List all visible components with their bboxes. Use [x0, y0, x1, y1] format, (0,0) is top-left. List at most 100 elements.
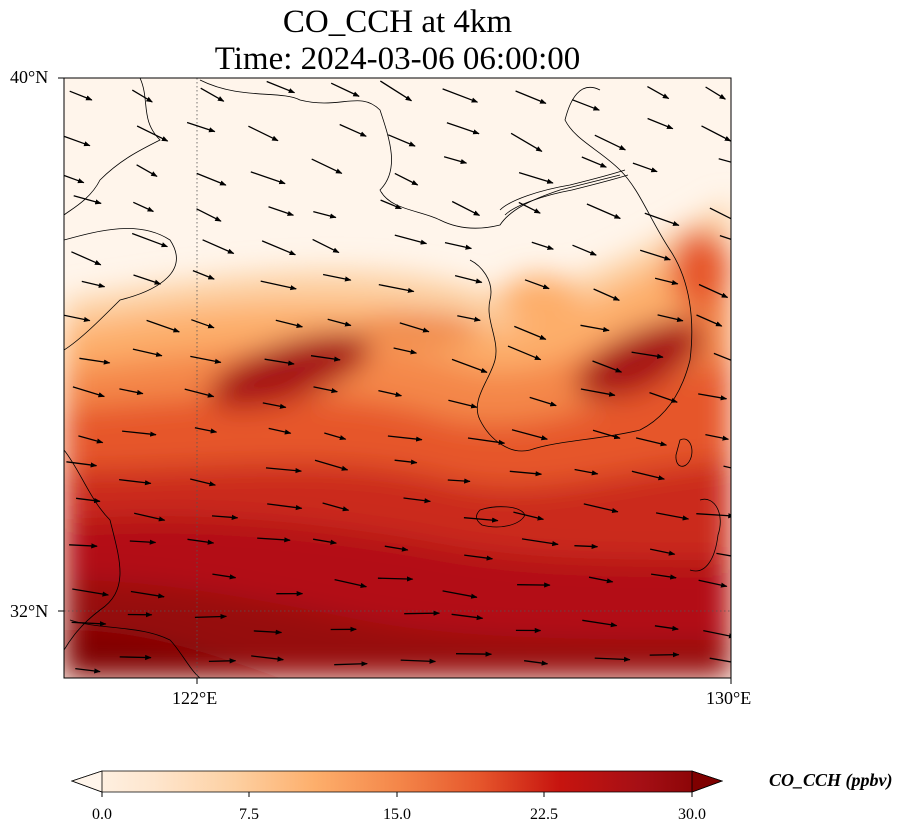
wind-arrow	[582, 619, 618, 628]
wind-arrow	[327, 318, 352, 327]
wind-arrow	[190, 355, 222, 364]
wind-arrow	[208, 658, 237, 664]
wind-arrow	[571, 99, 600, 111]
wind-arrow	[640, 249, 671, 261]
wind-arrow	[311, 158, 343, 174]
wind-arrow	[69, 543, 98, 549]
wind-arrow	[592, 360, 623, 373]
wind-arrow	[248, 125, 279, 142]
wind-arrow	[384, 545, 409, 552]
wind-arrow	[194, 427, 218, 434]
wind-arrow	[202, 239, 235, 255]
wind-arrow	[76, 497, 101, 504]
wind-arrow	[635, 437, 668, 447]
wind-arrow	[644, 212, 680, 227]
wind-arrow	[130, 590, 165, 599]
wind-arrow	[529, 396, 557, 407]
wind-arrow	[703, 629, 731, 639]
wind-arrow	[262, 402, 287, 409]
lon-label-122e: 122°E	[172, 688, 218, 708]
wind-arrow	[322, 273, 352, 282]
wind-arrow	[698, 393, 728, 401]
wind-arrow	[192, 269, 215, 280]
wind-arrow	[509, 470, 543, 477]
colorbar-max-extend	[691, 770, 724, 793]
map-frame	[63, 77, 732, 679]
wind-arrow	[696, 314, 723, 327]
wind-arrow	[187, 538, 215, 545]
wind-arrow	[257, 537, 291, 543]
lat-label-32n: 32°N	[10, 601, 49, 621]
wind-arrow	[455, 651, 493, 657]
wind-arrow	[378, 283, 415, 293]
wind-arrow	[698, 283, 729, 299]
wind-arrow	[400, 658, 437, 664]
map-title-line1: CO_CCH at 4km	[282, 4, 513, 40]
colorbar-tick-2: 15.0	[383, 806, 411, 823]
wind-arrow	[701, 125, 731, 142]
wind-arrow	[594, 656, 631, 662]
wind-arrow	[211, 514, 239, 520]
wind-arrow	[594, 134, 626, 151]
wind-arrow	[184, 388, 215, 398]
wind-arrow	[324, 432, 347, 441]
wind-arrow	[196, 208, 222, 222]
wind-vectors	[64, 80, 731, 674]
wind-arrow	[394, 172, 419, 186]
wind-arrow	[136, 125, 169, 142]
wind-arrow	[631, 351, 664, 359]
wind-arrow	[451, 358, 488, 374]
wind-arrow	[709, 657, 731, 663]
wind-arrow	[261, 240, 296, 256]
wind-arrow	[132, 348, 163, 357]
wind-arrow	[713, 352, 731, 361]
wind-arrow	[442, 590, 478, 599]
wind-arrow	[443, 156, 468, 164]
wind-arrow	[716, 552, 731, 557]
wind-arrow	[705, 433, 730, 441]
colorbar-body	[70, 770, 724, 793]
wind-arrow	[265, 467, 302, 474]
wind-arrow	[457, 315, 481, 322]
wind-arrow	[75, 667, 101, 674]
wind-arrow	[387, 435, 423, 442]
wind-arrow	[580, 324, 610, 333]
wind-arrow	[312, 538, 337, 545]
wind-arrow	[196, 172, 227, 186]
wind-arrow	[190, 478, 216, 487]
map-title-line2: Time: 2024-03-06 06:00:00	[214, 41, 581, 77]
wind-arrow	[310, 355, 341, 362]
wind-arrow	[513, 511, 545, 521]
wind-arrow	[696, 513, 731, 519]
wind-arrow	[339, 123, 367, 137]
wind-arrow	[260, 280, 297, 291]
wind-arrow	[119, 654, 152, 661]
wind-arrow	[268, 427, 292, 435]
wind-arrow	[71, 251, 102, 266]
wind-arrow	[631, 470, 665, 481]
wind-arrow	[394, 459, 418, 465]
wind-arrow	[464, 554, 494, 561]
wind-arrow	[709, 207, 731, 220]
wind-arrow	[186, 121, 216, 133]
wind-arrow	[334, 578, 368, 588]
wind-arrow	[136, 164, 158, 177]
wind-arrow	[379, 80, 413, 102]
wind-arrow	[200, 87, 225, 102]
wind-arrow	[510, 132, 543, 152]
wind-arrow	[403, 497, 431, 504]
wind-arrow	[314, 459, 349, 471]
wind-arrow	[133, 201, 154, 213]
wind-arrow	[446, 122, 480, 135]
wind-arrow	[651, 573, 677, 580]
gridlines	[64, 78, 731, 678]
wind-arrow	[81, 280, 106, 288]
wind-arrow	[574, 543, 599, 550]
wind-arrow	[191, 319, 215, 329]
wind-arrow	[467, 437, 506, 445]
wind-arrow	[531, 241, 554, 250]
wind-arrow	[267, 503, 303, 511]
wind-arrow	[521, 538, 559, 547]
wind-arrow	[146, 319, 180, 333]
